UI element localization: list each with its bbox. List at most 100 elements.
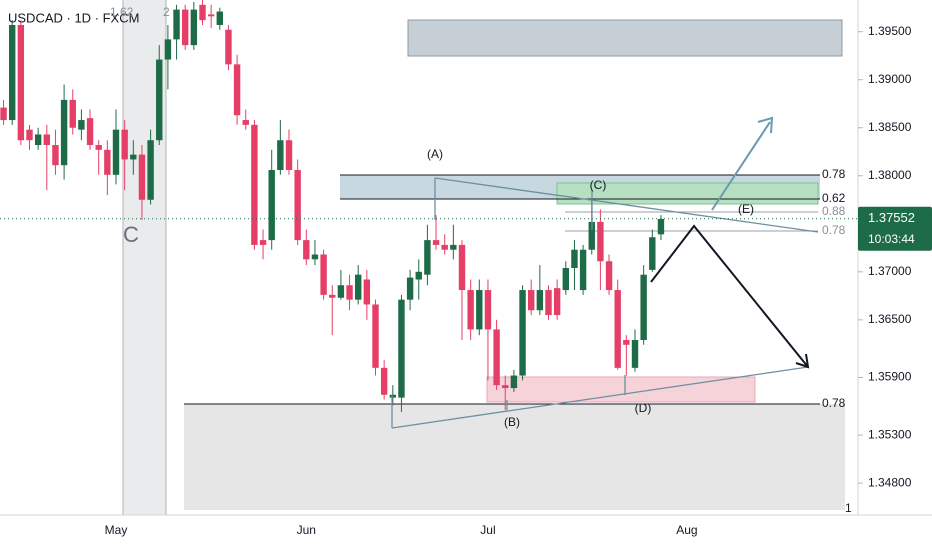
candle-body [78, 120, 85, 130]
y-tick-label: 1.38000 [868, 168, 912, 182]
candle-body [0, 107, 7, 121]
candle-body [190, 9, 198, 46]
x-tick-label: Jul [480, 523, 495, 537]
candle-body [458, 244, 466, 291]
fib-label: 0.88 [822, 204, 846, 218]
candle-body [363, 279, 371, 305]
candle-body [104, 149, 111, 175]
wave-label: (C) [590, 178, 607, 192]
candle-body [640, 274, 647, 340]
candle-body [467, 290, 474, 330]
candle-body [34, 134, 42, 146]
candle-body [268, 170, 275, 241]
candle-body [173, 9, 180, 40]
x-tick-label: Jun [297, 523, 316, 537]
x-tick-label: Aug [676, 523, 697, 537]
candle-body [164, 39, 172, 60]
candle-body [406, 277, 414, 300]
candle-body [579, 249, 587, 291]
y-tick-label: 1.38500 [868, 120, 912, 134]
candle-body [415, 271, 422, 280]
candle-body [329, 294, 336, 298]
candle-body [294, 170, 301, 241]
candle-body [493, 329, 500, 386]
candle-body [536, 290, 544, 311]
breakout-arrow [711, 116, 774, 211]
y-tick-label: 1.39500 [868, 24, 912, 38]
candle-body [86, 118, 94, 146]
candle-body [199, 4, 206, 21]
candle-body [156, 59, 163, 141]
trend-line [391, 366, 809, 429]
candle-body [242, 120, 249, 125]
y-tick-label: 1.35300 [868, 427, 912, 441]
candle-body [545, 290, 552, 316]
candle-body [424, 240, 431, 275]
candle-body [182, 9, 189, 46]
candle-body [476, 290, 483, 330]
candle-body [510, 375, 518, 389]
chart-title: USDCAD · 1D · FXCM [8, 10, 139, 25]
candle-body [484, 290, 492, 330]
candle-body [346, 285, 353, 300]
candle-body [441, 244, 448, 250]
fib-label: 2 [163, 5, 170, 19]
fib-label: 0.62 [822, 191, 846, 205]
pattern-label: C [123, 222, 139, 247]
candle-body [43, 134, 50, 146]
candle-body [649, 237, 656, 270]
candle-body [380, 367, 388, 395]
candle-body [553, 288, 561, 316]
candle-body [138, 154, 146, 200]
fib-label: 0.78 [822, 167, 846, 181]
candle-body [130, 154, 137, 160]
fib-zone [184, 404, 845, 510]
target-zone [407, 19, 843, 57]
fib-label: 1.62 [110, 5, 134, 19]
candle-body [9, 24, 16, 121]
candle-body [389, 394, 396, 398]
candle-body [320, 254, 327, 295]
last-price-box [858, 206, 932, 251]
candle-body [303, 240, 310, 260]
wave-label: (A) [427, 147, 443, 161]
candle-body [26, 129, 33, 141]
candle-body [502, 385, 509, 389]
y-tick-label: 1.34800 [868, 475, 912, 489]
candle-body [216, 11, 223, 25]
candle-body [52, 145, 59, 166]
candle-body [69, 99, 76, 128]
candle-body [311, 254, 319, 260]
projection-arrow [650, 224, 810, 369]
candle-body [60, 99, 68, 166]
candle-body [450, 244, 457, 250]
y-tick-label: 1.35900 [868, 370, 912, 384]
candle-body [95, 145, 102, 150]
candle-body [398, 299, 405, 398]
candle-body [147, 140, 154, 200]
wave-label: (E) [738, 202, 754, 216]
wave-label: (B) [504, 415, 520, 429]
candle-body [233, 64, 241, 116]
candle-body [259, 240, 267, 245]
candle-body [657, 218, 665, 235]
countdown-label: 10:03:44 [868, 232, 915, 246]
candle-body [614, 290, 621, 368]
y-tick-label: 1.37000 [868, 264, 912, 278]
candle-body [597, 221, 604, 262]
candle-body [432, 240, 440, 245]
x-tick-label: May [105, 523, 128, 537]
y-tick-label: 1.39000 [868, 72, 912, 86]
candle-body [277, 140, 284, 170]
candle-body [355, 274, 362, 300]
candle-body [528, 290, 535, 311]
last-price-label: 1.37552 [868, 210, 915, 225]
fib-label: 0.78 [822, 396, 846, 410]
candle-body [571, 249, 578, 268]
candle-body [372, 304, 379, 368]
y-tick-label: 1.36500 [868, 312, 912, 326]
candle-body [112, 129, 120, 175]
fib-label: 1 [845, 501, 852, 515]
candle-body [225, 29, 232, 65]
